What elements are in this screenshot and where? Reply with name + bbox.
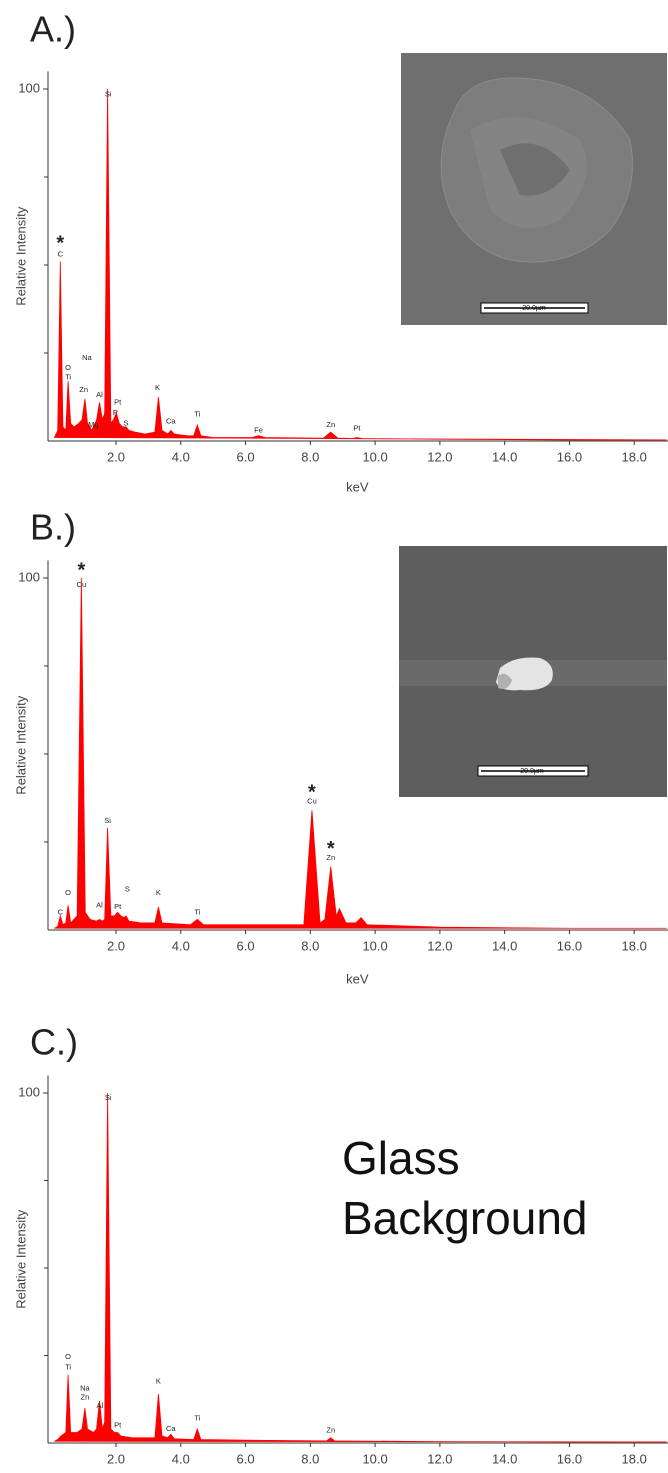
peak-label: Na bbox=[80, 1384, 90, 1393]
peak-label: O bbox=[65, 363, 71, 372]
peak-label: S bbox=[125, 885, 130, 894]
x-tick-label: 6.0 bbox=[237, 449, 255, 464]
spectrum bbox=[54, 577, 667, 929]
x-tick-label: 12.0 bbox=[427, 449, 452, 464]
x-tick-label: 14.0 bbox=[492, 938, 517, 953]
x-tick-label: 4.0 bbox=[172, 938, 190, 953]
x-axis-label: keV bbox=[346, 971, 369, 986]
panel-title: A.) bbox=[30, 9, 76, 50]
x-tick-label: 8.0 bbox=[301, 938, 319, 953]
peak-label: Fe bbox=[254, 425, 263, 434]
peak-label: Ti bbox=[65, 1363, 71, 1372]
peak-label: Mg bbox=[88, 420, 98, 429]
peak-label: Zn bbox=[326, 853, 335, 862]
x-tick-label: 16.0 bbox=[557, 449, 582, 464]
x-tick-label: 6.0 bbox=[237, 938, 255, 953]
peak-label: C bbox=[58, 249, 64, 258]
peak-label: Al bbox=[96, 900, 103, 909]
x-tick-label: 18.0 bbox=[622, 938, 647, 953]
asterisk: * bbox=[77, 560, 85, 582]
peak-label: C bbox=[58, 907, 64, 916]
peak-label: Al bbox=[96, 1401, 103, 1410]
peak-label: Na bbox=[82, 353, 92, 362]
panel-note: Background bbox=[342, 1192, 588, 1244]
peak-label: Si bbox=[104, 816, 111, 825]
peak-label: Pt bbox=[353, 424, 361, 433]
peak-label: Cu bbox=[307, 797, 317, 806]
panel-note: Glass bbox=[342, 1132, 460, 1184]
x-tick-label: 14.0 bbox=[492, 449, 517, 464]
peak-label: Cu bbox=[77, 580, 87, 589]
x-tick-label: 18.0 bbox=[622, 449, 647, 464]
x-tick-label: 10.0 bbox=[362, 938, 387, 953]
x-tick-label: 2.0 bbox=[107, 1451, 125, 1466]
peak-label: Zn bbox=[326, 1426, 335, 1435]
peak-label: S bbox=[124, 418, 129, 427]
asterisk: * bbox=[56, 233, 64, 255]
y-axis-label: Relative Intensity bbox=[13, 1209, 28, 1308]
x-tick-label: 10.0 bbox=[362, 1451, 387, 1466]
x-tick-label: 2.0 bbox=[107, 938, 125, 953]
y-tick-label: 100 bbox=[18, 1084, 40, 1099]
x-tick-label: 4.0 bbox=[172, 1451, 190, 1466]
x-tick-label: 2.0 bbox=[107, 449, 125, 464]
peak-label: Si bbox=[105, 89, 112, 98]
sem-image-b bbox=[399, 546, 667, 797]
peak-label: K bbox=[156, 888, 161, 897]
x-tick-label: 12.0 bbox=[427, 938, 452, 953]
scale-bar-label: 20.0µm bbox=[520, 768, 544, 775]
y-axis-label: Relative Intensity bbox=[13, 695, 28, 794]
panel-title: C.) bbox=[30, 1022, 78, 1063]
x-tick-label: 14.0 bbox=[492, 1451, 517, 1466]
peak-label: O bbox=[65, 888, 71, 897]
y-tick-label: 100 bbox=[18, 80, 40, 95]
peak-label: K bbox=[156, 1377, 161, 1386]
peak-label: Pt bbox=[114, 397, 122, 406]
peak-label: Si bbox=[105, 1093, 112, 1102]
peak-label: Ti bbox=[194, 1413, 200, 1422]
x-tick-label: 8.0 bbox=[301, 1451, 319, 1466]
peak-label: Zn bbox=[79, 385, 88, 394]
x-tick-label: 18.0 bbox=[622, 1451, 647, 1466]
x-tick-label: 16.0 bbox=[557, 1451, 582, 1466]
x-tick-label: 8.0 bbox=[301, 449, 319, 464]
peak-label: Pt bbox=[114, 1420, 122, 1429]
peak-label: Ca bbox=[166, 417, 176, 426]
sem-image-a bbox=[401, 53, 667, 325]
asterisk: * bbox=[327, 838, 335, 860]
peak-label: Ti bbox=[194, 410, 200, 419]
peak-label: O bbox=[65, 1352, 71, 1361]
peak-label: Zn bbox=[81, 1392, 90, 1401]
peak-label: Al bbox=[96, 390, 103, 399]
peak-label: K bbox=[155, 383, 160, 392]
spectrum bbox=[54, 1092, 667, 1443]
scale-bar-label: 20.0µm bbox=[522, 305, 546, 312]
asterisk: * bbox=[308, 781, 316, 803]
x-tick-label: 16.0 bbox=[557, 938, 582, 953]
y-tick-label: 100 bbox=[18, 569, 40, 584]
x-tick-label: 10.0 bbox=[362, 449, 387, 464]
peak-label: Ti bbox=[194, 907, 200, 916]
peak-label: Ca bbox=[166, 1424, 176, 1433]
peak-label: Pt bbox=[114, 902, 122, 911]
y-axis-label: Relative Intensity bbox=[13, 206, 28, 305]
panel-title: B.) bbox=[30, 507, 76, 548]
spectrum bbox=[53, 88, 667, 441]
x-axis-label: keV bbox=[346, 479, 369, 494]
peak-label: Ti bbox=[65, 373, 71, 382]
x-tick-label: 6.0 bbox=[237, 1451, 255, 1466]
peak-label: Zn bbox=[326, 420, 335, 429]
x-tick-label: 4.0 bbox=[172, 449, 190, 464]
peak-label: P bbox=[113, 408, 118, 417]
x-tick-label: 12.0 bbox=[427, 1451, 452, 1466]
